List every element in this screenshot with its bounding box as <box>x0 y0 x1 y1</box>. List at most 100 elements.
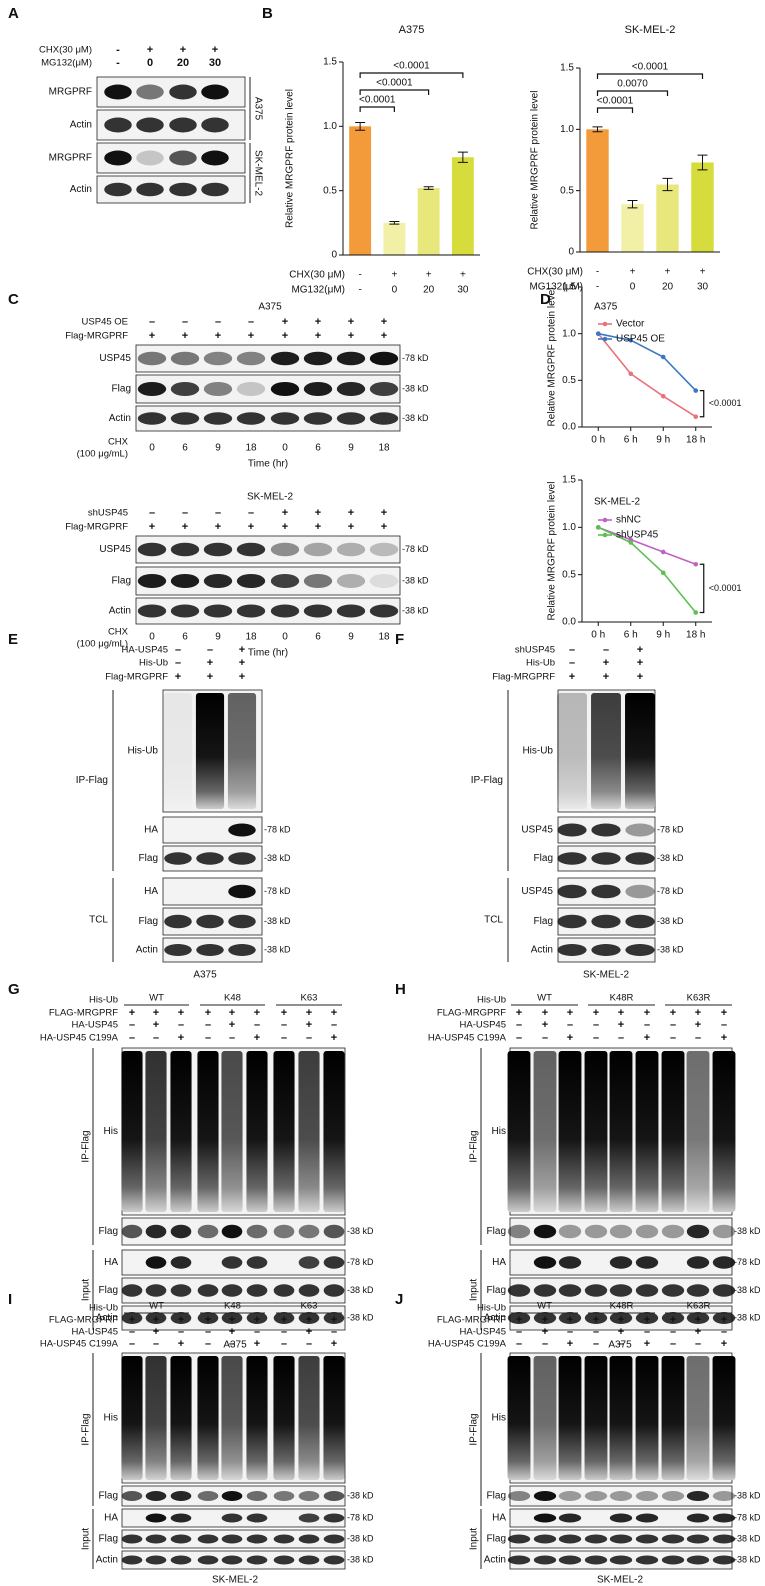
header-sign: 30 <box>209 57 221 69</box>
row-label: Actin <box>109 606 131 617</box>
header-sign: – <box>516 1326 522 1338</box>
band <box>323 1491 345 1501</box>
band <box>635 1555 659 1565</box>
band <box>369 412 399 425</box>
header-label: Flag-MRGPRF <box>492 672 555 683</box>
panel-letter: B <box>262 5 273 22</box>
band <box>145 1224 167 1239</box>
row-label: Actin <box>531 945 553 956</box>
panel-letter: E <box>8 631 18 648</box>
band <box>270 542 300 557</box>
band <box>170 1534 192 1544</box>
band <box>609 1256 633 1269</box>
y-tick-label: 1.0 <box>562 328 576 339</box>
header-sign: + <box>182 330 188 342</box>
header-sign: + <box>603 671 609 683</box>
band <box>369 382 399 396</box>
band <box>137 542 167 557</box>
header-sign: + <box>178 1314 184 1326</box>
point <box>628 371 634 377</box>
size-marker: -38 kD <box>402 575 429 585</box>
band <box>686 1555 710 1565</box>
header-sign: – <box>593 1032 599 1044</box>
header-sign: + <box>644 1007 650 1019</box>
section-label: Input <box>469 1279 480 1301</box>
error-bar <box>389 221 400 225</box>
header-sign: – <box>542 1032 548 1044</box>
panel-letter: J <box>395 1291 403 1308</box>
band <box>533 1491 557 1501</box>
band <box>558 1513 582 1523</box>
header-label: HA-USP45 C199A <box>428 1339 507 1350</box>
band <box>228 823 256 837</box>
band <box>137 412 167 425</box>
smear <box>145 1051 167 1212</box>
header-sign: - <box>116 57 120 69</box>
band <box>298 1224 320 1239</box>
header-sign: – <box>644 1326 650 1338</box>
x-row-label: CHX(30 μM) <box>527 267 583 278</box>
smear <box>558 1356 582 1480</box>
band <box>145 1312 167 1324</box>
size-marker: -78 kD <box>657 824 684 834</box>
header-sign: + <box>254 1007 260 1019</box>
band <box>298 1491 320 1501</box>
section-label: TCL <box>484 915 503 926</box>
size-marker: -38 kD <box>657 916 684 926</box>
band <box>145 1284 167 1297</box>
y-tick-label: 1.0 <box>562 522 576 533</box>
row-label: MRGPRF <box>49 87 92 98</box>
band <box>273 1555 295 1565</box>
size-marker: -78 kD <box>347 1257 374 1267</box>
header-sign: – <box>721 1019 727 1031</box>
header-sign: + <box>147 44 153 56</box>
size-marker: -38 kD <box>734 1533 761 1543</box>
group-label: K63R <box>687 1301 711 1312</box>
row-label: USP45 <box>521 825 553 836</box>
row-label: Flag <box>487 1226 506 1237</box>
header-sign: + <box>348 316 354 328</box>
band <box>558 1534 582 1544</box>
panel-letter: A <box>8 5 19 22</box>
smear <box>584 1051 608 1212</box>
panel-letter: C <box>8 291 19 308</box>
header-sign: + <box>153 1314 159 1326</box>
legend-label: USP45 OE <box>616 334 665 345</box>
header-sign: + <box>331 1338 337 1350</box>
size-marker: -38 kD <box>402 413 429 423</box>
band <box>145 1534 167 1544</box>
band <box>558 1555 582 1565</box>
group-label: K63R <box>687 993 711 1004</box>
x-row-value: + <box>665 267 671 278</box>
band <box>635 1284 659 1297</box>
section-label: Input <box>81 1528 92 1550</box>
smear <box>635 1051 659 1212</box>
header-label: His-Ub <box>477 1303 506 1314</box>
band <box>170 1491 192 1501</box>
band <box>246 1534 268 1544</box>
size-marker: -38 kD <box>264 916 291 926</box>
panel-letter: F <box>395 631 404 648</box>
header-sign: – <box>306 1032 312 1044</box>
band <box>121 1534 143 1544</box>
p-value: <0.0001 <box>709 583 742 593</box>
blot-title: A375 <box>258 302 282 313</box>
y-tick-label: 0 <box>568 247 574 258</box>
group-label: K48 <box>224 1301 241 1312</box>
row-label: Actin <box>96 1555 118 1566</box>
time-point: 9 <box>348 632 354 643</box>
band <box>584 1224 608 1239</box>
point <box>693 414 699 420</box>
x-tick-label: 9 h <box>656 630 670 641</box>
band <box>558 1256 582 1269</box>
band <box>221 1491 243 1501</box>
header-label: shUSP45 <box>515 645 555 656</box>
band <box>236 412 266 425</box>
band <box>369 574 399 588</box>
x-row-value: + <box>630 267 636 278</box>
smear <box>227 693 257 809</box>
header-sign: + <box>670 1007 676 1019</box>
band <box>270 382 300 396</box>
bar <box>383 222 406 255</box>
band <box>686 1312 710 1324</box>
